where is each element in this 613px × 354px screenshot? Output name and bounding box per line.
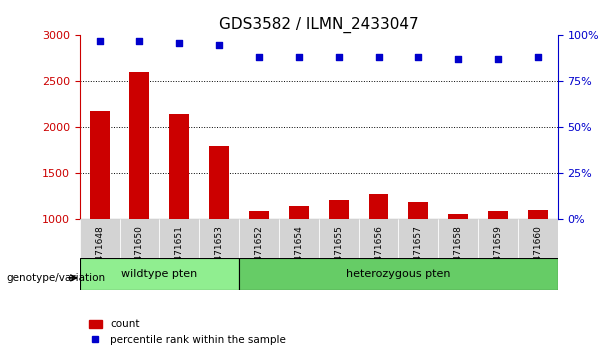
Text: GSM471654: GSM471654 — [294, 225, 303, 280]
Text: wildtype pten: wildtype pten — [121, 269, 197, 279]
Bar — [249, 211, 269, 312]
Text: genotype/variation: genotype/variation — [6, 273, 105, 283]
Point — [373, 55, 384, 60]
Text: heterozygous pten: heterozygous pten — [346, 269, 451, 279]
Text: GSM471651: GSM471651 — [175, 225, 184, 280]
FancyBboxPatch shape — [239, 258, 558, 290]
Text: GSM471658: GSM471658 — [454, 225, 463, 280]
Point — [413, 55, 423, 60]
Point — [175, 40, 185, 46]
Bar — [528, 210, 548, 312]
FancyBboxPatch shape — [359, 219, 398, 258]
FancyBboxPatch shape — [159, 219, 199, 258]
Text: GSM471660: GSM471660 — [533, 225, 543, 280]
Text: GSM471650: GSM471650 — [135, 225, 144, 280]
Legend: count, percentile rank within the sample: count, percentile rank within the sample — [85, 315, 290, 349]
FancyBboxPatch shape — [199, 219, 239, 258]
Text: GSM471659: GSM471659 — [493, 225, 503, 280]
FancyBboxPatch shape — [120, 219, 159, 258]
Point — [254, 55, 264, 60]
Point — [215, 42, 224, 47]
FancyBboxPatch shape — [478, 219, 518, 258]
FancyBboxPatch shape — [239, 219, 279, 258]
FancyBboxPatch shape — [80, 219, 120, 258]
Bar — [129, 72, 150, 312]
Point — [533, 55, 543, 60]
Point — [94, 38, 104, 44]
Text: GSM471653: GSM471653 — [215, 225, 224, 280]
Bar — [408, 202, 428, 312]
FancyBboxPatch shape — [319, 219, 359, 258]
Text: GSM471655: GSM471655 — [334, 225, 343, 280]
Text: GSM471656: GSM471656 — [374, 225, 383, 280]
Bar — [169, 114, 189, 312]
FancyBboxPatch shape — [398, 219, 438, 258]
Text: GSM471652: GSM471652 — [254, 225, 264, 280]
Text: GSM471657: GSM471657 — [414, 225, 423, 280]
Title: GDS3582 / ILMN_2433047: GDS3582 / ILMN_2433047 — [219, 16, 419, 33]
Bar — [368, 194, 389, 312]
Bar — [289, 206, 309, 312]
FancyBboxPatch shape — [279, 219, 319, 258]
Bar — [89, 111, 110, 312]
Point — [493, 57, 503, 62]
FancyBboxPatch shape — [518, 219, 558, 258]
FancyBboxPatch shape — [80, 258, 239, 290]
Bar — [329, 200, 349, 312]
FancyBboxPatch shape — [438, 219, 478, 258]
Point — [454, 57, 463, 62]
Bar — [448, 214, 468, 312]
Point — [333, 55, 343, 60]
Bar — [209, 146, 229, 312]
Point — [294, 55, 304, 60]
Text: GSM471648: GSM471648 — [95, 225, 104, 280]
Point — [134, 38, 145, 44]
Bar — [488, 211, 508, 312]
